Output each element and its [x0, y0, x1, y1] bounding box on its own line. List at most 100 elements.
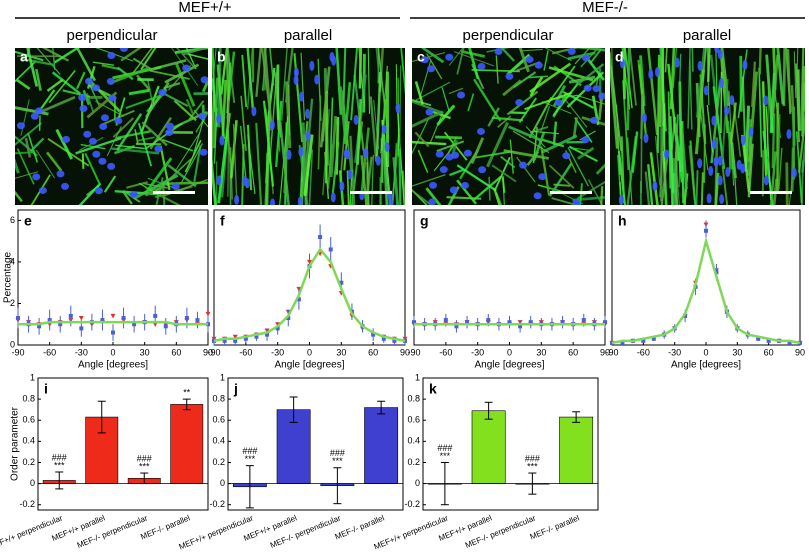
scale-bar [750, 191, 792, 194]
nucleus [286, 149, 292, 160]
fiber [164, 93, 189, 107]
y-tick-label: 0.4 [407, 436, 420, 446]
x-tick-label: 90 [203, 347, 213, 357]
nucleus [92, 84, 101, 92]
column-header: parallel [683, 27, 731, 44]
fiber [29, 137, 45, 153]
fiber [567, 147, 589, 187]
x-tick-label: 60 [764, 347, 774, 357]
fiber [412, 189, 433, 205]
fiber [92, 61, 115, 66]
fiber [689, 140, 697, 205]
fiber [75, 137, 122, 155]
fiber [497, 115, 512, 128]
nucleus [314, 74, 320, 85]
fiber [201, 77, 208, 93]
nucleus [460, 181, 469, 189]
fiber [660, 158, 669, 205]
marker [153, 313, 158, 318]
nucleus [572, 199, 581, 205]
fiber [132, 57, 153, 71]
fiber [15, 151, 34, 155]
nucleus [619, 58, 625, 69]
fiber [55, 128, 74, 160]
fiber [111, 147, 160, 155]
fiber [275, 100, 283, 168]
fiber [379, 150, 383, 204]
group-header: MEF-/- [582, 0, 628, 16]
fiber [687, 48, 691, 129]
nucleus [108, 94, 117, 102]
fiber [529, 62, 572, 93]
fiber [51, 71, 81, 95]
fiber [797, 110, 805, 173]
marker [58, 322, 63, 327]
fiber [540, 105, 551, 133]
nucleus [32, 173, 41, 181]
fiber [700, 172, 704, 205]
fiber [473, 175, 502, 201]
fiber [338, 170, 345, 205]
fiber [567, 51, 596, 61]
x-tick-label: -90 [605, 347, 618, 357]
fiber [216, 64, 226, 140]
fiber [120, 48, 142, 62]
nucleus [270, 198, 276, 205]
fiber [134, 129, 139, 145]
fiber [126, 181, 148, 189]
fiber [185, 98, 195, 115]
fiber [548, 65, 576, 103]
fiber [15, 190, 23, 203]
fiber [664, 48, 668, 73]
nucleus [100, 114, 109, 122]
fiber [706, 104, 714, 153]
fiber [691, 48, 694, 72]
fiber [669, 48, 676, 110]
fiber [269, 48, 275, 86]
nucleus [439, 166, 448, 174]
nucleus [457, 91, 466, 99]
nucleus [347, 169, 353, 180]
y-axis-label: Percentage [3, 251, 14, 303]
fiber [778, 147, 783, 190]
y-tick-label: 0.4 [212, 436, 225, 446]
x-tick-label: 0 [307, 347, 312, 357]
fiber [262, 100, 275, 187]
fiber [412, 99, 432, 107]
fiber [358, 48, 365, 107]
nucleus [38, 186, 47, 194]
fiber [761, 149, 765, 197]
fiber [491, 116, 523, 122]
fiber [649, 152, 659, 205]
significance: ### [137, 453, 152, 463]
fiber [732, 142, 738, 205]
y-tick-label: 0.2 [22, 457, 35, 467]
fiber [520, 48, 543, 52]
nucleus [154, 145, 163, 153]
significance: *** [245, 454, 256, 464]
fiber [184, 139, 202, 173]
nucleus [748, 126, 754, 137]
significance: ### [330, 448, 345, 458]
fiber [35, 68, 42, 91]
fiber [493, 156, 511, 192]
marker [766, 338, 771, 343]
fiber [719, 53, 729, 134]
fiber [116, 130, 151, 140]
column-header: parallel [284, 27, 332, 44]
fiber [426, 53, 443, 80]
nucleus [641, 113, 647, 124]
fiber [125, 93, 165, 109]
x-tick-label: -30 [668, 347, 681, 357]
fiber [103, 175, 117, 193]
panel-letter: b [217, 49, 226, 65]
x-tick-label: 90 [795, 347, 805, 357]
fiber [468, 48, 480, 80]
fiber [501, 176, 506, 193]
fiber [435, 135, 463, 140]
fiber [128, 88, 150, 96]
marker [205, 311, 211, 317]
marker [581, 318, 586, 323]
fiber [714, 172, 720, 205]
fiber [518, 48, 530, 73]
